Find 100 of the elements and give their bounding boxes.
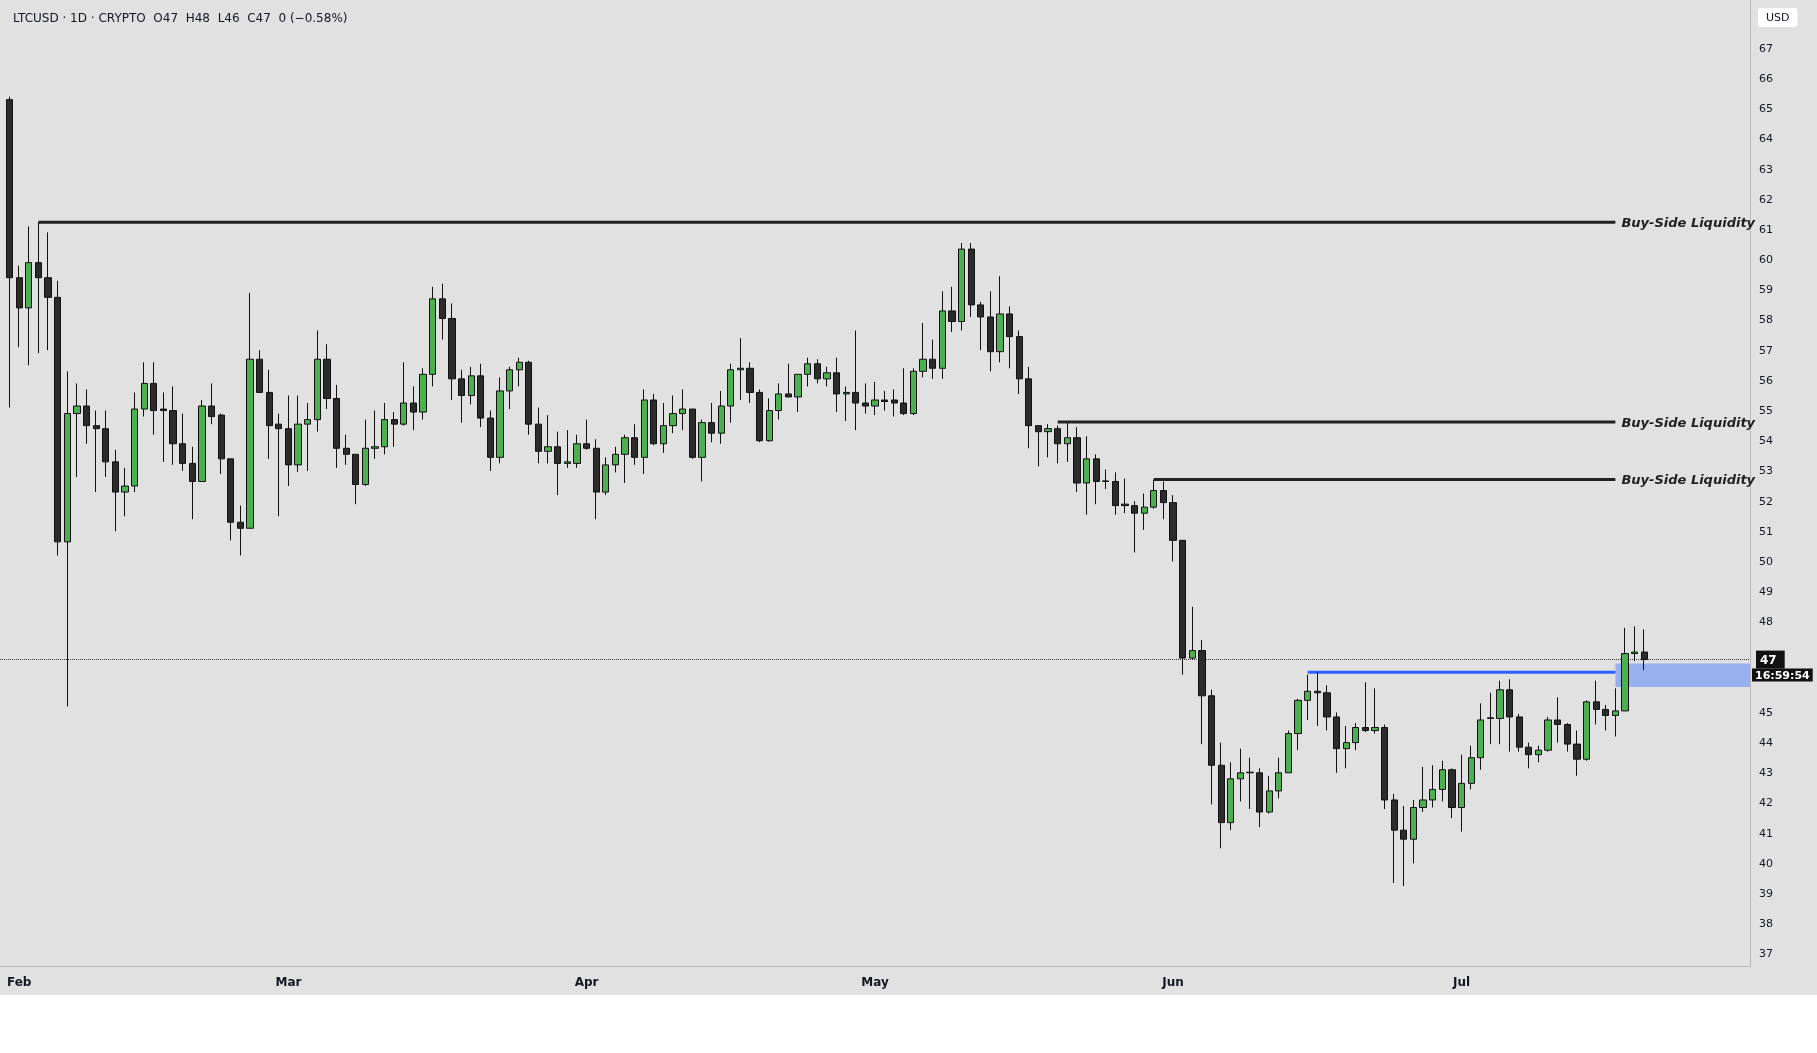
candlestick	[1016, 330, 1023, 395]
candlestick	[516, 357, 523, 387]
candlestick	[1102, 468, 1109, 490]
candlestick	[1554, 696, 1561, 744]
y-tick-label: 67	[1759, 41, 1773, 55]
candlestick	[218, 413, 225, 475]
candlestick	[525, 360, 532, 436]
candlestick	[1439, 760, 1446, 802]
text: USD	[1766, 11, 1790, 24]
candlestick	[583, 419, 590, 451]
candlestick	[766, 397, 773, 443]
candlestick	[352, 453, 359, 505]
candlestick	[1573, 730, 1581, 777]
candlestick	[641, 388, 648, 475]
candlestick	[958, 242, 965, 332]
candlestick	[1506, 678, 1513, 753]
candlestick	[1323, 684, 1331, 732]
candlestick	[1294, 698, 1302, 751]
candlestick	[419, 367, 427, 421]
candlestick	[448, 302, 456, 401]
candlestick	[102, 410, 109, 478]
candlestick	[362, 419, 369, 487]
candlestick	[910, 367, 917, 416]
candlestick	[631, 423, 638, 466]
y-tick-label: 39	[1759, 887, 1773, 901]
candlestick	[698, 419, 706, 482]
candlestick	[150, 361, 157, 436]
candlestick	[1400, 805, 1407, 887]
candlestick	[1227, 761, 1234, 831]
candlestick	[1362, 681, 1369, 733]
candlestick	[1169, 494, 1177, 562]
candlestick	[650, 393, 657, 446]
y-tick-label: 62	[1759, 192, 1773, 206]
y-tick-label: 49	[1759, 585, 1773, 599]
y-tick-label: 63	[1759, 162, 1773, 176]
candlestick	[1564, 722, 1571, 753]
candlestick	[6, 96, 13, 409]
candlestick	[468, 366, 475, 406]
candlestick	[343, 434, 350, 466]
y-tick-label: 54	[1759, 434, 1773, 448]
candlestick	[266, 369, 273, 460]
candlestick	[381, 402, 388, 455]
candlestick	[775, 382, 782, 421]
candlestick	[496, 376, 504, 464]
y-tick-label: 59	[1759, 283, 1773, 297]
candlestick	[333, 384, 340, 469]
text: LTCUSD · 1D · CRYPTO O47 H48 L46 C47 0 (−0.58%)	[13, 11, 348, 25]
candlestick	[208, 382, 215, 425]
candlestick	[285, 394, 292, 487]
candlestick	[314, 330, 321, 433]
candlestick	[1150, 478, 1157, 510]
y-tick-label: 48	[1759, 615, 1773, 629]
candlestick	[1583, 699, 1590, 762]
candlestick	[458, 369, 465, 424]
candlestick	[987, 290, 994, 372]
candlestick	[1006, 305, 1013, 369]
candlestick	[1419, 766, 1427, 813]
y-tick-label: 44	[1759, 736, 1773, 750]
y-tick-label: 37	[1759, 947, 1773, 961]
y-tick-label: 55	[1759, 404, 1773, 418]
candlestick	[391, 411, 398, 448]
candlestick	[1429, 764, 1436, 809]
candlestick	[1131, 500, 1138, 553]
candlestick	[996, 275, 1004, 363]
candlestick	[1285, 730, 1292, 774]
candlestick	[410, 385, 417, 431]
candlestick	[1544, 716, 1552, 753]
candlestick	[1487, 692, 1494, 745]
candlestick	[1602, 704, 1609, 732]
candlestick	[756, 388, 763, 443]
candlestick	[323, 343, 331, 410]
candlestick	[669, 394, 677, 434]
candlestick	[275, 413, 282, 517]
candlestick	[1612, 687, 1619, 738]
y-tick-label: 53	[1759, 464, 1773, 478]
annotation: Buy-Side Liquidity	[1621, 214, 1756, 230]
annotation: Buy-Side Liquidity	[1621, 471, 1756, 487]
candlestick	[554, 431, 561, 496]
candlestick	[227, 458, 234, 541]
candlestick	[1141, 493, 1148, 531]
candlestick	[1064, 421, 1071, 463]
candlestick	[1631, 625, 1638, 662]
candlestick	[1621, 627, 1629, 712]
candlestick	[1246, 757, 1254, 810]
candlestick	[891, 388, 898, 418]
y-tick-label: 65	[1759, 102, 1773, 116]
y-tick-label: 43	[1759, 766, 1773, 780]
candlestick	[73, 382, 81, 478]
y-tick-label: 50	[1759, 554, 1773, 568]
candlestick	[169, 385, 177, 466]
candlestick	[1593, 680, 1600, 725]
candlestick	[679, 388, 686, 431]
candlestick	[814, 358, 821, 384]
candlestick	[968, 242, 975, 318]
y-tick-label: 60	[1759, 253, 1773, 267]
y-tick-label: 64	[1759, 132, 1773, 146]
candlestick	[237, 505, 244, 556]
x-tick-label: Mar	[275, 975, 302, 989]
candlestick	[93, 410, 100, 493]
candlestick	[1112, 471, 1119, 516]
